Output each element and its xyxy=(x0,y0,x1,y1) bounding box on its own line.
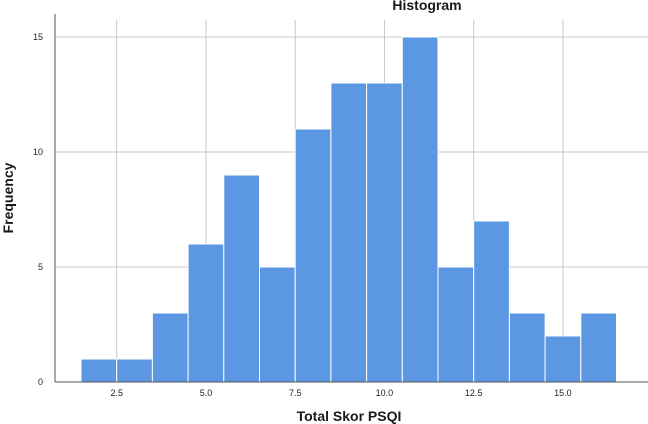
histogram-bar xyxy=(151,312,189,383)
histogram-bar xyxy=(259,266,296,383)
y-tick-label: 15 xyxy=(33,32,43,42)
chart-title: Histogram xyxy=(392,0,461,13)
x-tick-label: 10.0 xyxy=(376,388,394,398)
histogram-bar xyxy=(187,243,225,383)
histogram-bar xyxy=(116,358,153,383)
bars xyxy=(80,36,617,383)
x-tick-label: 7.5 xyxy=(289,388,302,398)
x-tick-label: 5.0 xyxy=(200,388,213,398)
histogram-bar xyxy=(366,82,403,383)
x-tick-label: 2.5 xyxy=(110,388,123,398)
y-tick-label: 5 xyxy=(38,262,43,272)
histogram-bar xyxy=(473,220,510,383)
histogram-bar xyxy=(401,36,439,383)
histogram-bar xyxy=(580,312,617,383)
histogram-bar xyxy=(80,358,118,383)
histogram-bar xyxy=(294,128,332,383)
histogram-bar xyxy=(544,335,582,383)
histogram-bar xyxy=(330,82,368,383)
histogram-bar xyxy=(437,266,475,383)
x-axis-title: Total Skor PSQI xyxy=(297,408,402,424)
y-axis-title: Frequency xyxy=(0,162,16,233)
x-tick-label: 12.5 xyxy=(465,388,483,398)
x-tick-label: 15.0 xyxy=(554,388,572,398)
axes: 0 5 10 15 2.5 5.0 7.5 10.0 12.5 15.0 xyxy=(33,14,648,398)
histogram-bar xyxy=(508,312,546,383)
y-tick-label: 10 xyxy=(33,147,43,157)
y-tick-label: 0 xyxy=(38,377,43,387)
histogram-bar xyxy=(223,174,261,383)
